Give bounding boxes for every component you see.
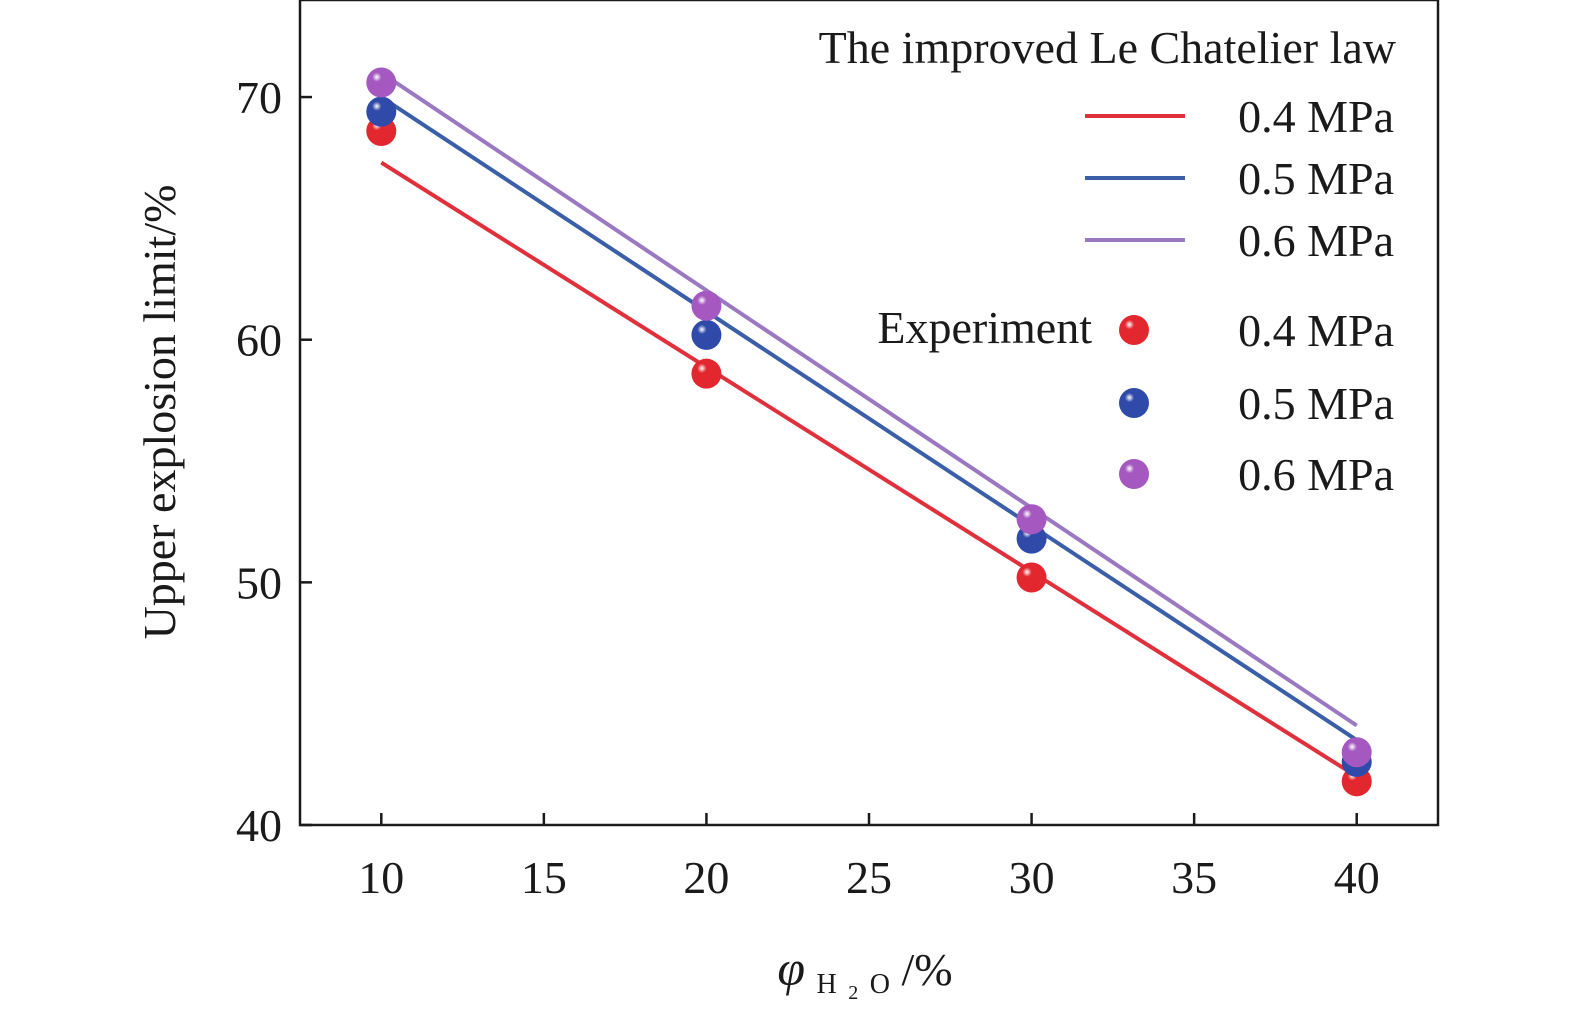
x-tick-label: 30 — [1009, 852, 1055, 903]
legend-point-swatch — [1119, 388, 1149, 418]
legend-point-entries: 0.4 MPa 0.5 MPa 0.6 MPa — [1119, 305, 1394, 500]
model-line-0-5-mpa — [380, 95, 1358, 742]
legend-line-entries: 0.4 MPa 0.5 MPa 0.6 MPa — [1085, 91, 1394, 266]
x-tick-label: 15 — [521, 852, 567, 903]
legend: The improved Le Chatelier law Experiment… — [819, 22, 1397, 500]
x-tick-label: 20 — [683, 852, 729, 903]
y-tick-label: 50 — [236, 557, 282, 608]
legend-line-label: 0.5 MPa — [1238, 153, 1394, 204]
experiment-point — [691, 319, 722, 350]
experiment-point — [366, 67, 397, 98]
legend-point-swatch — [1119, 315, 1149, 345]
y-tick-label: 70 — [236, 72, 282, 123]
y-tick-label: 40 — [236, 800, 282, 851]
experiment-point — [1341, 737, 1372, 768]
experiment-point — [691, 290, 722, 321]
legend-line-label: 0.4 MPa — [1238, 91, 1394, 142]
model-line-0-4-mpa — [380, 160, 1358, 779]
legend-point-label: 0.5 MPa — [1238, 378, 1394, 429]
y-axis-ticks: 40 50 60 70 — [236, 72, 312, 851]
y-tick-label: 60 — [236, 315, 282, 366]
x-tick-label: 40 — [1334, 852, 1380, 903]
legend-point-swatch — [1119, 459, 1149, 489]
x-axis-symbol: φ — [777, 940, 805, 996]
experiment-point — [1016, 562, 1047, 593]
model-lines — [380, 71, 1358, 779]
legend-line-label: 0.6 MPa — [1238, 215, 1394, 266]
experiment-point — [366, 96, 397, 127]
y-axis-label: Upper explosion limit/% — [134, 185, 185, 640]
legend-model-title: The improved Le Chatelier law — [819, 22, 1397, 73]
legend-point-label: 0.4 MPa — [1238, 305, 1394, 356]
x-axis-label: φ H 2 O /% — [777, 940, 952, 1009]
x-tick-label: 35 — [1171, 852, 1217, 903]
x-tick-label: 10 — [358, 852, 404, 903]
model-line-0-6-mpa — [380, 71, 1358, 728]
experiment-point — [691, 358, 722, 389]
x-tick-label: 25 — [846, 852, 892, 903]
x-axis-subscript-o: O — [870, 969, 890, 1000]
x-axis-suffix: /% — [902, 944, 953, 995]
x-axis-subscript-2: 2 — [848, 982, 858, 1004]
legend-experiment-title: Experiment — [877, 302, 1092, 353]
x-axis-ticks: 10 15 20 25 30 35 40 — [358, 813, 1380, 903]
experiment-point — [1016, 504, 1047, 535]
legend-point-label: 0.6 MPa — [1238, 449, 1394, 500]
x-axis-subscript-h: H — [817, 969, 837, 1000]
experiment-points — [366, 67, 1372, 797]
